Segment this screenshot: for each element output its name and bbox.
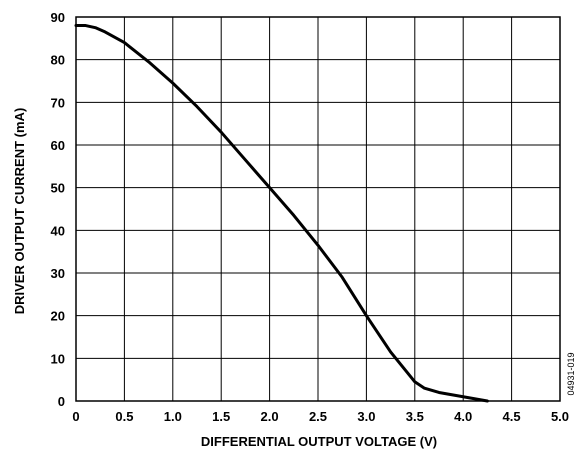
x-tick-label: 2.5 [309,409,327,424]
x-tick-label: 4.5 [503,409,521,424]
y-tick-label: 20 [51,309,65,324]
y-tick-label: 80 [51,53,65,68]
x-tick-label: 1.5 [212,409,230,424]
x-tick-label: 3.0 [357,409,375,424]
x-axis-title: DIFFERENTIAL OUTPUT VOLTAGE (V) [201,434,437,449]
x-tick-label: 5.0 [551,409,569,424]
y-tick-label: 10 [51,351,65,366]
plot-frame [75,16,561,402]
y-tick-label: 30 [51,266,65,281]
x-tick-label: 0.5 [115,409,133,424]
y-tick-label: 60 [51,138,65,153]
y-tick-label: 0 [58,394,65,409]
y-tick-label: 70 [51,95,65,110]
series-line [74,24,489,403]
y-axis-title: DRIVER OUTPUT CURRENT (mA) [12,108,27,315]
y-tick-label: 50 [51,181,65,196]
x-tick-label: 0 [72,409,79,424]
figure-code: 04931-019 [566,352,576,395]
y-tick-label: 40 [51,223,65,238]
y-tick-label: 90 [51,10,65,25]
x-tick-label: 4.0 [454,409,472,424]
x-tick-label: 1.0 [164,409,182,424]
x-tick-label: 3.5 [406,409,424,424]
grid-lines [76,17,560,401]
x-axis-ticks: 0 0.5 1.0 1.5 2.0 2.5 3.0 3.5 4.0 4.5 5.0 [72,409,569,424]
y-axis-ticks: 0 10 20 30 40 50 60 70 80 90 [51,10,65,409]
x-tick-label: 2.0 [261,409,279,424]
